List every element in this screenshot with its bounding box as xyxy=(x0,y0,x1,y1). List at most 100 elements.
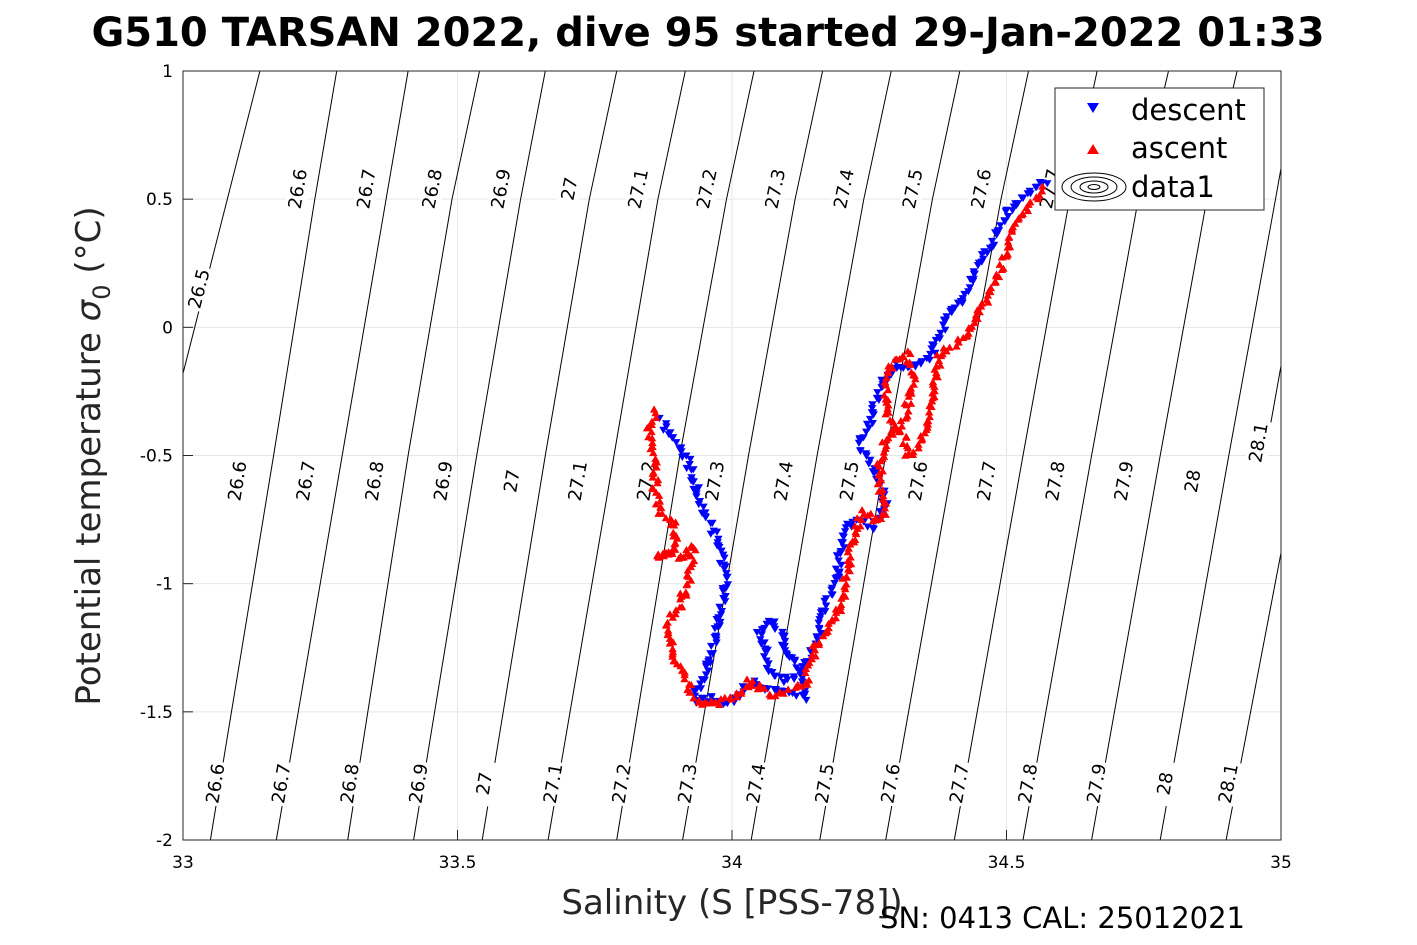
descent-point xyxy=(757,640,766,648)
descent-point xyxy=(1009,203,1019,211)
descent-point xyxy=(837,538,846,546)
ascent-point xyxy=(810,646,820,654)
density-contour-labels: 26.5 26.6 26.6 26.6 26.7 26.7 26.7 26.8 26.8 26.8… xyxy=(183,165,1274,808)
descent-point xyxy=(953,299,963,307)
ascent-point xyxy=(685,688,694,696)
contour-label: 26.7 xyxy=(293,460,320,503)
ascent-point xyxy=(649,448,658,457)
contour-label: 26.9 xyxy=(405,762,432,805)
descent-point xyxy=(820,597,829,605)
ascent-point xyxy=(970,318,979,327)
ascent-point xyxy=(904,389,913,397)
legend-descent-marker xyxy=(1087,103,1099,113)
ascent-point xyxy=(1038,182,1047,190)
ascent-point xyxy=(902,433,911,441)
ascent-point xyxy=(853,514,862,522)
ascent-point xyxy=(680,671,689,679)
ascent-point xyxy=(840,582,849,590)
descent-point xyxy=(714,535,723,543)
ascent-point xyxy=(942,347,951,355)
ascent-point xyxy=(824,624,833,632)
descent-point xyxy=(696,685,706,693)
descent-point xyxy=(1031,184,1041,192)
descent-point xyxy=(686,477,696,485)
descent-point xyxy=(700,676,709,684)
contour-label-mask xyxy=(201,760,231,808)
ascent-point xyxy=(977,299,987,307)
ascent-point xyxy=(669,532,678,540)
y-axis-label-unit: (°C) xyxy=(69,206,109,284)
contour-label-mask xyxy=(563,457,593,505)
descent-point xyxy=(713,542,722,550)
descent-point xyxy=(864,460,874,468)
descent-point xyxy=(1017,194,1026,202)
ascent-point xyxy=(1013,215,1023,223)
contour-label-mask xyxy=(876,760,906,808)
ascent-point xyxy=(760,684,769,692)
contour-label-mask xyxy=(1082,760,1112,808)
ascent-point xyxy=(654,553,664,561)
contour-label-mask xyxy=(336,760,365,808)
contour-label-mask xyxy=(972,457,1002,505)
ascent-point xyxy=(661,514,671,522)
ascent-point xyxy=(851,536,860,544)
descent-point xyxy=(708,519,717,527)
ascent-point xyxy=(902,401,911,409)
ascent-point xyxy=(691,546,700,554)
contour-label-mask xyxy=(1041,457,1071,505)
descent-point xyxy=(828,584,837,592)
contour-label: 27.9 xyxy=(1083,762,1111,805)
descent-point xyxy=(699,503,708,511)
descent-point xyxy=(988,237,997,245)
ascent-point xyxy=(856,522,865,530)
ascent-point xyxy=(925,408,934,416)
density-contour-line xyxy=(1266,296,1282,443)
contour-label: 26.5 xyxy=(184,267,214,311)
contour-label: 27 xyxy=(500,468,524,494)
contour-label-mask xyxy=(810,760,840,808)
ascent-point xyxy=(649,405,659,413)
ascent-point xyxy=(801,668,810,676)
chart-title: G510 TARSAN 2022, dive 95 started 29-Jan… xyxy=(91,10,1324,56)
ascent-point xyxy=(897,422,907,430)
descent-point xyxy=(936,329,945,337)
descent-point xyxy=(868,401,877,409)
ascent-point xyxy=(642,424,652,432)
ascent-point xyxy=(784,685,793,693)
x-axis-label: Salinity (S [PSS-78]) xyxy=(561,883,902,923)
ascent-point xyxy=(938,350,947,358)
ascent-point xyxy=(748,677,757,685)
ascent-point xyxy=(648,473,657,481)
descent-point xyxy=(752,629,762,637)
density-contour-line xyxy=(819,70,961,841)
descent-point xyxy=(841,524,851,532)
ascent-point xyxy=(914,440,923,448)
descent-point xyxy=(664,431,674,439)
density-contour-line xyxy=(347,70,480,841)
legend-contour-icon xyxy=(1061,172,1127,202)
descent-point xyxy=(926,350,935,359)
ascent-point xyxy=(1026,198,1035,206)
contour-label: 27.7 xyxy=(946,762,974,805)
descent-point xyxy=(699,694,708,702)
ascent-point xyxy=(885,416,895,424)
ascent-point xyxy=(655,497,665,505)
ascent-point xyxy=(846,553,855,561)
ascent-point xyxy=(669,521,679,529)
ascent-point xyxy=(887,362,896,370)
ascent-point xyxy=(898,353,908,361)
descent-point xyxy=(802,696,811,704)
legend-box xyxy=(1054,87,1265,211)
density-contour-line xyxy=(616,70,755,841)
descent-point xyxy=(856,447,865,455)
descent-point xyxy=(864,424,874,432)
contour-label: 28 xyxy=(1153,770,1178,796)
ascent-point xyxy=(653,476,663,484)
ascent-point xyxy=(924,417,933,425)
ascent-point xyxy=(1011,219,1020,227)
ascent-point xyxy=(952,342,961,350)
contour-label-mask xyxy=(291,457,322,505)
ascent-point xyxy=(914,444,923,452)
y-axis-label: Potential temperature σ0 (°C) xyxy=(69,206,116,705)
ascent-point xyxy=(925,401,934,409)
